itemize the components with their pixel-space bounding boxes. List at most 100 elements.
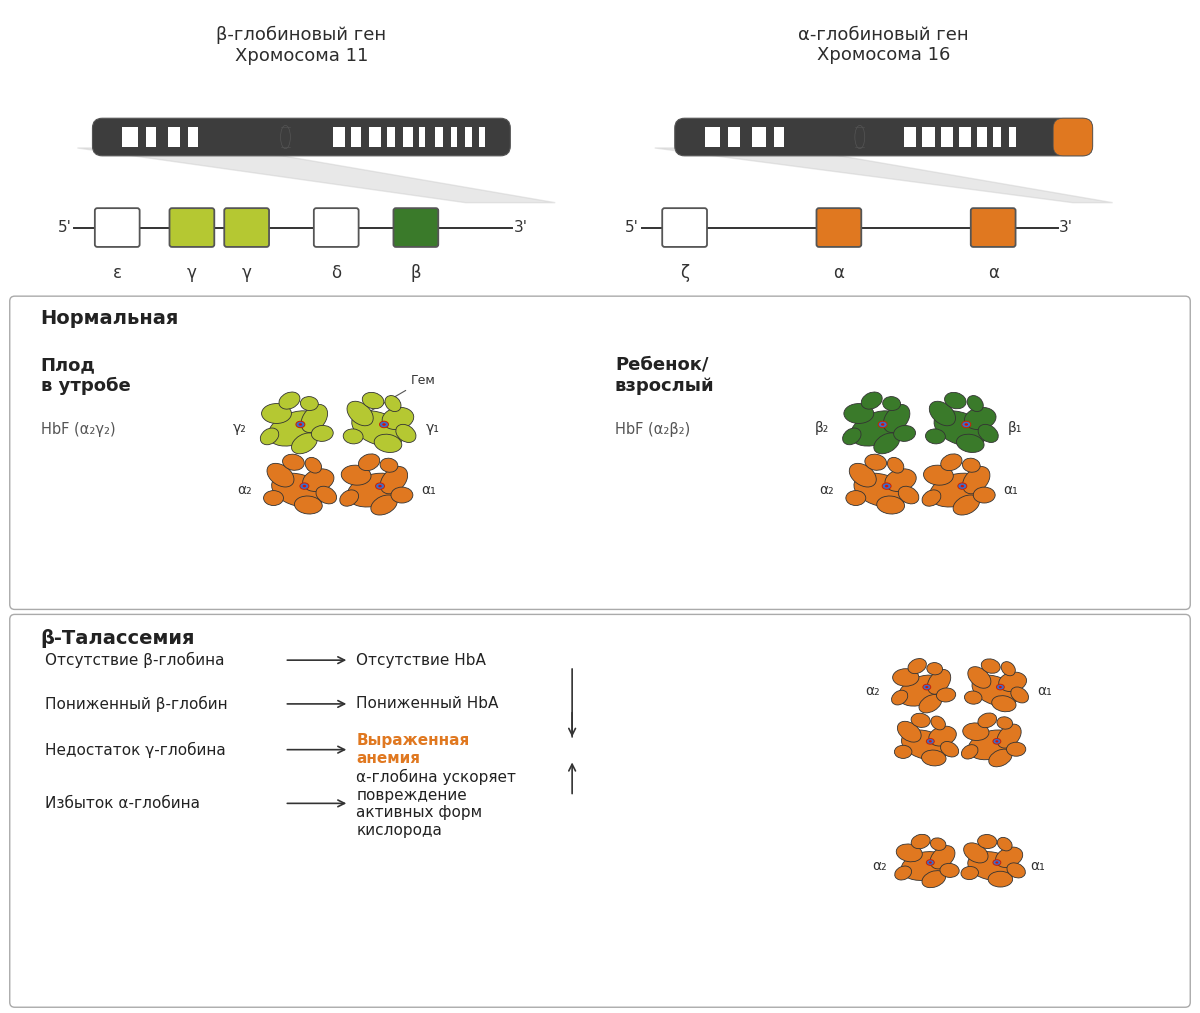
Ellipse shape bbox=[964, 843, 988, 863]
Text: 5': 5' bbox=[58, 220, 72, 235]
Text: Отсутствие β-глобина: Отсутствие β-глобина bbox=[44, 652, 224, 669]
Bar bbox=[386, 127, 395, 147]
Ellipse shape bbox=[926, 860, 935, 865]
FancyBboxPatch shape bbox=[816, 208, 862, 247]
Ellipse shape bbox=[899, 486, 919, 503]
Ellipse shape bbox=[972, 675, 1019, 706]
Ellipse shape bbox=[878, 421, 887, 427]
Ellipse shape bbox=[989, 750, 1012, 767]
Text: α₂: α₂ bbox=[865, 684, 880, 698]
Ellipse shape bbox=[924, 465, 953, 485]
Ellipse shape bbox=[260, 428, 278, 445]
Bar bbox=[774, 127, 784, 147]
Ellipse shape bbox=[378, 485, 382, 487]
Text: β₁: β₁ bbox=[1008, 421, 1022, 436]
Bar bbox=[352, 127, 361, 147]
Bar bbox=[419, 127, 425, 147]
Ellipse shape bbox=[379, 421, 389, 427]
Ellipse shape bbox=[844, 403, 874, 423]
Text: β: β bbox=[410, 264, 421, 283]
Ellipse shape bbox=[302, 485, 306, 487]
Ellipse shape bbox=[967, 852, 1015, 880]
Text: Пониженный HbA: Пониженный HbA bbox=[356, 696, 498, 711]
Ellipse shape bbox=[929, 401, 955, 425]
FancyBboxPatch shape bbox=[224, 208, 269, 247]
Ellipse shape bbox=[282, 454, 305, 470]
Ellipse shape bbox=[958, 483, 967, 489]
Ellipse shape bbox=[973, 487, 995, 503]
Polygon shape bbox=[655, 148, 1112, 203]
Ellipse shape bbox=[929, 741, 932, 743]
Ellipse shape bbox=[896, 844, 923, 862]
Ellipse shape bbox=[883, 396, 900, 410]
Bar bbox=[977, 127, 988, 147]
Ellipse shape bbox=[294, 496, 323, 514]
Ellipse shape bbox=[925, 428, 946, 444]
Ellipse shape bbox=[929, 726, 956, 746]
Ellipse shape bbox=[930, 473, 983, 508]
Bar bbox=[403, 127, 413, 147]
Ellipse shape bbox=[956, 435, 984, 453]
Ellipse shape bbox=[311, 425, 334, 442]
Ellipse shape bbox=[846, 490, 865, 505]
Text: 5': 5' bbox=[625, 220, 638, 235]
Ellipse shape bbox=[901, 730, 948, 760]
Bar bbox=[334, 127, 346, 147]
Ellipse shape bbox=[941, 742, 959, 757]
Ellipse shape bbox=[343, 428, 364, 444]
Ellipse shape bbox=[341, 465, 371, 485]
Ellipse shape bbox=[928, 670, 950, 694]
Ellipse shape bbox=[978, 713, 997, 727]
Text: α: α bbox=[988, 264, 998, 283]
Ellipse shape bbox=[883, 404, 910, 433]
Ellipse shape bbox=[968, 730, 1015, 760]
Ellipse shape bbox=[359, 454, 379, 471]
Ellipse shape bbox=[962, 458, 980, 472]
Text: 3': 3' bbox=[1058, 220, 1073, 235]
Ellipse shape bbox=[919, 695, 942, 713]
Ellipse shape bbox=[962, 421, 971, 427]
Ellipse shape bbox=[997, 838, 1012, 851]
FancyBboxPatch shape bbox=[95, 208, 139, 247]
Text: β₂: β₂ bbox=[815, 421, 829, 436]
Bar bbox=[188, 127, 198, 147]
Ellipse shape bbox=[978, 424, 998, 443]
Ellipse shape bbox=[264, 490, 283, 505]
Ellipse shape bbox=[376, 483, 384, 489]
Ellipse shape bbox=[894, 425, 916, 442]
Polygon shape bbox=[78, 148, 556, 203]
Text: ζ: ζ bbox=[680, 264, 689, 283]
Ellipse shape bbox=[296, 421, 305, 427]
Ellipse shape bbox=[1001, 661, 1015, 676]
Text: Ребенок/
взрослый: Ребенок/ взрослый bbox=[614, 356, 714, 395]
Ellipse shape bbox=[316, 486, 336, 503]
Ellipse shape bbox=[961, 745, 978, 759]
FancyBboxPatch shape bbox=[92, 119, 510, 156]
Ellipse shape bbox=[998, 686, 1002, 688]
Bar bbox=[942, 127, 953, 147]
Ellipse shape bbox=[380, 458, 398, 472]
FancyBboxPatch shape bbox=[662, 208, 707, 247]
Ellipse shape bbox=[299, 423, 302, 425]
Text: Пониженный β-глобин: Пониженный β-глобин bbox=[44, 696, 227, 712]
Bar bbox=[146, 127, 156, 147]
Ellipse shape bbox=[930, 838, 946, 850]
Ellipse shape bbox=[371, 495, 397, 515]
Ellipse shape bbox=[997, 717, 1013, 729]
Ellipse shape bbox=[965, 691, 982, 704]
Ellipse shape bbox=[911, 713, 930, 727]
Bar bbox=[479, 127, 485, 147]
Text: Гем: Гем bbox=[368, 374, 436, 412]
Ellipse shape bbox=[899, 675, 944, 706]
Ellipse shape bbox=[874, 433, 900, 454]
Ellipse shape bbox=[383, 423, 385, 425]
Text: Нормальная: Нормальная bbox=[41, 309, 179, 328]
Ellipse shape bbox=[281, 126, 290, 149]
Bar bbox=[464, 127, 472, 147]
Text: α₁: α₁ bbox=[1003, 483, 1018, 497]
Ellipse shape bbox=[301, 404, 328, 433]
Bar bbox=[959, 127, 971, 147]
Text: δ: δ bbox=[331, 264, 341, 283]
Ellipse shape bbox=[960, 485, 964, 487]
Ellipse shape bbox=[992, 860, 1001, 865]
